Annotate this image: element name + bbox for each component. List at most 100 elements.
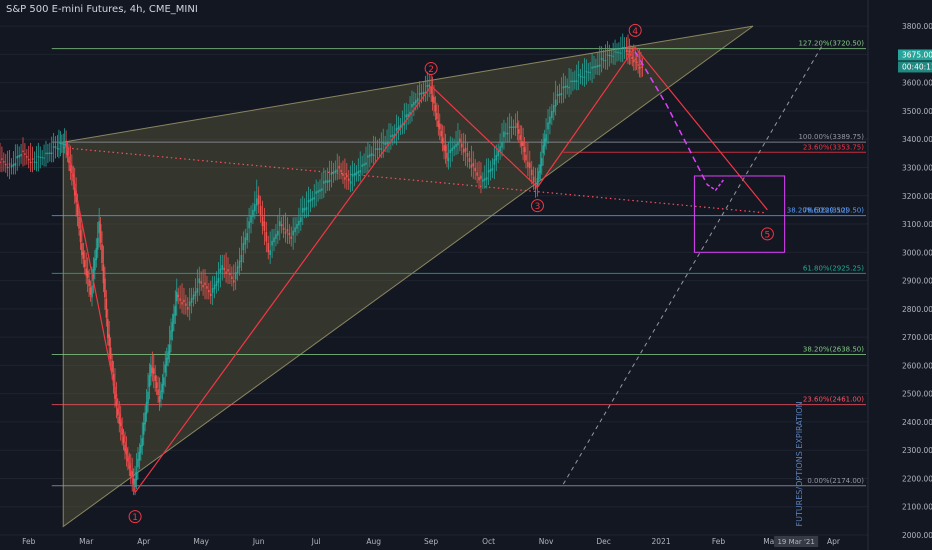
candle-body <box>10 165 13 168</box>
candle-body <box>529 162 531 169</box>
candle-body <box>104 278 106 298</box>
candle-body <box>273 237 275 243</box>
candle-body <box>300 217 302 223</box>
candle-body <box>620 52 622 54</box>
candle-body <box>583 76 586 78</box>
candle-body <box>215 281 218 286</box>
candle-body <box>255 198 258 206</box>
candle-body <box>56 148 59 150</box>
candle-body <box>227 269 229 272</box>
candle-body <box>631 56 634 59</box>
candle-body <box>382 142 385 144</box>
candle-body <box>179 298 181 301</box>
candle-body <box>489 169 492 172</box>
candle-body <box>292 230 294 236</box>
candle-body <box>579 76 582 78</box>
y-tick-label: 2300.00 <box>902 446 932 455</box>
candle-body <box>598 64 601 67</box>
candle-body <box>430 87 432 94</box>
candle-body <box>447 157 450 162</box>
candle-body <box>99 224 102 243</box>
x-tick-label: Feb <box>22 537 36 546</box>
candle-body <box>3 161 5 163</box>
candle-body <box>124 444 126 452</box>
candle-body <box>464 147 467 152</box>
candle-body <box>413 102 415 106</box>
candle-body <box>155 382 158 388</box>
candle-body <box>585 71 588 73</box>
candle-body <box>618 52 620 54</box>
candle-body <box>250 215 252 223</box>
candle-body <box>168 344 171 354</box>
candle-body <box>525 154 527 161</box>
candle-body <box>328 179 331 182</box>
candle-body <box>520 141 523 146</box>
candle-body <box>604 60 607 62</box>
candle-body <box>47 152 49 155</box>
candle-body <box>171 322 174 332</box>
candle-body <box>167 351 169 360</box>
candle-body <box>363 163 365 166</box>
candle-body <box>88 279 90 287</box>
x-tick-label: Feb <box>712 537 726 546</box>
candle-body <box>181 302 183 305</box>
candle-body <box>641 66 644 68</box>
candle-body <box>202 284 204 288</box>
candle-body <box>357 171 360 174</box>
candle-body <box>16 156 19 159</box>
candle-body <box>516 123 519 128</box>
fib-label: 23.60%(3353.75) <box>803 143 864 151</box>
x-tick-label: 2021 <box>652 537 671 546</box>
candle-body <box>173 314 175 324</box>
y-tick-label: 2100.00 <box>902 503 932 512</box>
candle-body <box>428 84 431 87</box>
candle-body <box>294 227 296 233</box>
candle-body <box>119 419 122 427</box>
candle-body <box>148 375 151 387</box>
y-tick-label: 2500.00 <box>902 390 932 399</box>
candle-body <box>441 137 444 144</box>
candle-body <box>1 158 3 160</box>
y-tick-label: 3500.00 <box>902 107 932 116</box>
candle-body <box>552 105 555 113</box>
candle-body <box>208 289 210 293</box>
candle-body <box>540 157 543 166</box>
candle-body <box>411 103 413 108</box>
candle-body <box>121 427 123 435</box>
candle-body <box>549 116 551 124</box>
candle-body <box>209 293 212 297</box>
date-marker-tag <box>774 536 819 547</box>
candle-body <box>296 224 298 229</box>
candle-body <box>137 458 139 468</box>
candle-body <box>118 416 121 424</box>
candle-body <box>446 152 448 159</box>
candle-body <box>301 207 304 213</box>
candle-body <box>551 110 553 119</box>
candle-body <box>591 66 593 69</box>
candle-body <box>22 150 24 153</box>
candle-body <box>59 142 62 144</box>
candle-body <box>141 438 144 447</box>
candle-body <box>305 207 308 210</box>
x-tick-label: May <box>193 537 209 546</box>
candle-body <box>31 158 34 160</box>
candle-body <box>280 224 283 227</box>
dashed-channel-line <box>562 45 823 485</box>
candle-body <box>164 364 167 373</box>
candle-body <box>482 179 484 182</box>
candle-body <box>326 180 329 183</box>
candle-body <box>52 146 55 148</box>
candle-body <box>365 162 367 165</box>
candle-body <box>192 294 195 300</box>
candle-body <box>198 278 201 284</box>
candle-body <box>478 177 480 181</box>
candle-body <box>60 143 63 145</box>
rising-wedge <box>62 25 754 528</box>
candle-body <box>271 240 273 246</box>
candle-body <box>6 166 9 169</box>
y-tick-label: 3300.00 <box>902 163 932 172</box>
candle-body <box>558 93 561 96</box>
candle-body <box>556 94 559 97</box>
candle-body <box>213 284 216 290</box>
